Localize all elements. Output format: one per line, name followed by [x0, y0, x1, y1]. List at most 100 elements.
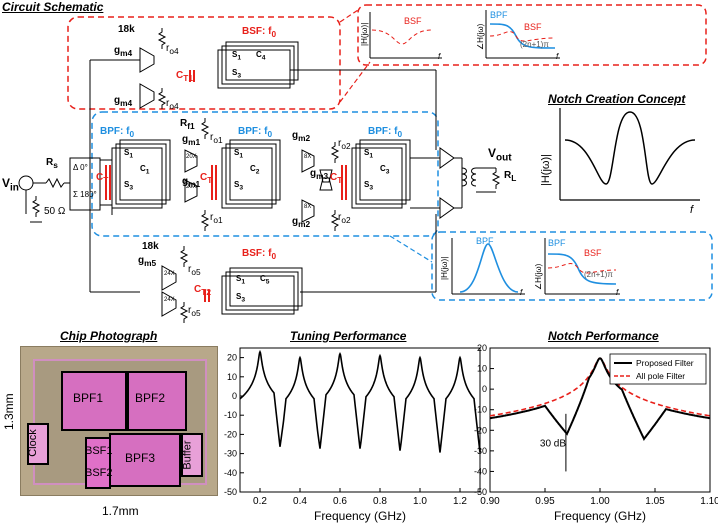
bpf1-label: BPF: f0	[100, 126, 135, 139]
inset-bot-h: |H(jω)|	[440, 256, 449, 280]
gm4-bottom-label: gm4	[114, 95, 133, 108]
bsf-bottom-label: BSF: f0	[242, 248, 277, 261]
inset-bot-bsf: BSF	[584, 248, 602, 258]
r50-label: 50 Ω	[44, 206, 66, 217]
notch-legend	[609, 353, 707, 385]
tuning-ytick-label: -10	[224, 410, 237, 420]
notch-ytick-label: -40	[474, 466, 487, 476]
gm3-label: gm3	[310, 168, 329, 181]
bank3-s3: S3	[364, 180, 374, 192]
tuning-xtick-label: 1.0	[413, 496, 427, 507]
notch-xtick-label: 1.00	[590, 496, 610, 507]
chip-bsf-block: BSF1 BSF2	[85, 437, 113, 489]
ct-label-2: CT	[200, 172, 213, 185]
chip-bpf2-label: BPF2	[135, 391, 166, 405]
tuning-ytick-label: -30	[224, 449, 237, 459]
chip-bsf1-label: BSF1	[85, 445, 113, 457]
notch-ytick-label: -10	[474, 405, 487, 415]
chip-buffer-block: Buffer	[181, 433, 203, 477]
notch-xlabel: Frequency (GHz)	[554, 509, 646, 523]
notch-perf-title: Notch Performance	[548, 329, 659, 343]
tuning-series-line	[239, 349, 481, 453]
bsf-bot-c5: C5	[260, 274, 270, 286]
bsf-top-region	[67, 16, 341, 110]
rl-label: RL	[504, 170, 517, 183]
inset-top-region	[357, 4, 707, 66]
inset-top-f2: f	[556, 52, 559, 61]
ro1-top-label: ro1	[210, 132, 223, 145]
chip-bpf1-label: BPF1	[73, 391, 104, 405]
legend-proposed-label: Proposed Filter	[636, 358, 694, 368]
tuning-ytick-label: 0	[232, 391, 237, 401]
tuning-chart: 20 10 0 -10 -20 -30 -40 -50 0.2 0.4 0.6 0.8 1.0 1.2 Fr…	[224, 347, 481, 523]
notch-xtick-label: 0.95	[535, 496, 555, 507]
tuning-xtick-label: 0.2	[253, 496, 267, 507]
chip-bpf3-block: BPF3	[109, 433, 181, 487]
concept-xlabel: f	[690, 204, 694, 216]
ro2-top-label: ro2	[338, 138, 351, 151]
inset-bot-bpf-b: BPF	[548, 238, 566, 248]
ro4-top-label: ro4	[166, 43, 179, 56]
ro2-bottom-label: ro2	[338, 212, 351, 225]
tuning-xtick-label: 0.4	[293, 496, 307, 507]
bank1-c1: C1	[140, 164, 150, 176]
tuning-ytick-label: -50	[224, 487, 237, 497]
notch-ytick-label: -20	[474, 425, 487, 435]
tuning-plot-frame	[239, 347, 481, 493]
inset-bot-phase: (2n+1)π	[584, 270, 613, 279]
bank2-s3: S3	[234, 180, 244, 192]
x24-label-1: 24X	[164, 271, 175, 277]
inset-bot-bpf-a: BPF	[476, 236, 494, 246]
notch-xtick-label: 0.90	[480, 496, 500, 507]
ct-label-3: CT	[330, 172, 343, 185]
bpf2-label: BPF: f0	[238, 126, 273, 139]
circuit-schematic-title: Circuit Schematic	[2, 0, 104, 14]
bank2-c2: C2	[250, 164, 260, 176]
notch-ytick-label: 10	[477, 364, 487, 374]
tuning-ytick-label: -40	[224, 468, 237, 478]
tuning-ytick-label: 10	[227, 372, 237, 382]
chip-photo: BPF1 BPF2 BPF3 Clock BSF1 BSF2 Buffer	[20, 346, 218, 496]
chip-bpf3-label: BPF3	[125, 451, 156, 465]
rf1-label: Rf1	[180, 118, 195, 131]
balun-delta-label: Δ 0°	[73, 163, 88, 172]
inset-top-h: |H(jω)|	[360, 22, 369, 46]
inset-top-phase: (2n+1)π	[520, 40, 549, 49]
legend-allpole-label: All pole Filter	[636, 371, 685, 381]
chip-clock-label: Clock	[26, 429, 39, 457]
tuning-xtick-label: 1.2	[453, 496, 467, 507]
inset-bot-f2: f	[616, 288, 619, 297]
x8-label-1: 8X	[304, 154, 312, 160]
balun-sigma-label: Σ 180°	[73, 190, 97, 199]
bsf-top-s3: S3	[232, 68, 242, 80]
tuning-ytick-label: -20	[224, 429, 237, 439]
gm5-label: gm5	[138, 255, 157, 268]
ro5-top-label: ro5	[188, 264, 201, 277]
x8-label-2: 8X	[304, 204, 312, 210]
ct2-label: CT2	[194, 284, 211, 297]
ct1-label: CT1	[176, 70, 193, 83]
r18k-bottom-label: 18k	[142, 241, 159, 252]
bank1-s3: S3	[124, 180, 134, 192]
tuning-xtick-label: 0.6	[333, 496, 347, 507]
notch-xtick-label: 1.05	[645, 496, 665, 507]
inset-top-bsf-b: BSF	[524, 22, 542, 32]
inset-top-bsf-a: BSF	[404, 16, 422, 26]
gm4-top-label: gm4	[114, 45, 133, 58]
bank3-s1: S1	[364, 148, 374, 160]
bpf3-label: BPF: f0	[368, 126, 403, 139]
tuning-ytick-label: 20	[227, 353, 237, 363]
chip-width-label: 1.7mm	[102, 504, 139, 518]
inset-bottom-region	[431, 231, 713, 301]
inset-top-bpf: BPF	[490, 10, 508, 20]
chip-clock-block: Clock	[27, 423, 49, 465]
bsf-bot-s3: S3	[236, 292, 246, 304]
inset-top-angle: ∠H(jω)	[476, 23, 485, 50]
ro4-bottom-label: ro4	[166, 98, 179, 111]
concept-ylabel: |H(jω)|	[540, 153, 552, 186]
inset-bot-angle: ∠H(jω)	[534, 263, 543, 290]
ct-label-1: CT	[96, 172, 109, 185]
notch-ytick-label: -30	[474, 446, 487, 456]
r18k-top-label: 18k	[118, 24, 135, 35]
notch-ytick-label: 20	[477, 343, 487, 353]
